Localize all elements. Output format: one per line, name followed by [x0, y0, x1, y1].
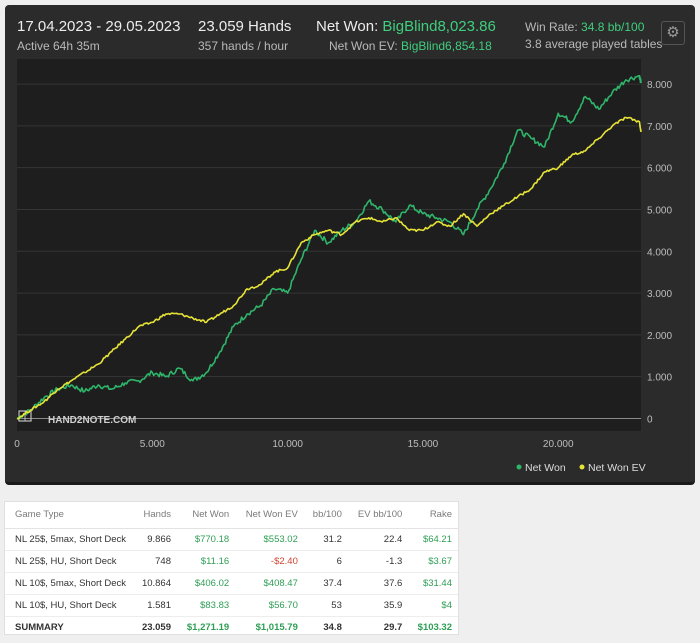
- column-header-hands[interactable]: Hands: [133, 502, 177, 529]
- table-row[interactable]: NL 10$, HU, Short Deck 1.581 $83.83 $56.…: [5, 594, 458, 617]
- win-rate: Win Rate: 34.8 bb/100: [525, 20, 644, 34]
- win-rate-value: 34.8 bb/100: [581, 20, 645, 34]
- cell-net-won: $1,271.19: [186, 621, 230, 633]
- x-tick-label: 5.000: [140, 439, 165, 450]
- graph-panel: 17.04.2023 - 29.05.2023 Active 64h 35m 2…: [5, 5, 695, 485]
- stats-table: Game Type Hands Net Won Net Won EV bb/10…: [5, 502, 458, 638]
- cell-rake: $64.21: [408, 528, 458, 551]
- table-row[interactable]: NL 10$, 5max, Short Deck 10.864 $406.02 …: [5, 572, 458, 595]
- column-header-game-type[interactable]: Game Type: [5, 502, 133, 529]
- y-tick-label: 0: [647, 414, 653, 425]
- table-row[interactable]: NL 25$, 5max, Short Deck 9.866 $770.18 $…: [5, 528, 458, 551]
- cell-net-won: $11.16: [177, 550, 236, 573]
- y-tick-label: 4.000: [647, 247, 672, 258]
- stats-table-panel: Game Type Hands Net Won Net Won EV bb/10…: [4, 501, 459, 635]
- net-won-value: BigBlind8,023.86: [382, 18, 496, 35]
- cell-net-won-ev: $56.70: [235, 594, 304, 617]
- net-won: Net Won: BigBlind8,023.86: [316, 18, 496, 35]
- cell-hands: 1.581: [133, 594, 177, 617]
- x-tick-label: 0: [14, 439, 20, 450]
- win-rate-label: Win Rate:: [525, 20, 582, 34]
- equity-chart: 0 1.000 2.000 3.000 4.000 5.000 6.000 7.000 8.00…: [14, 59, 672, 474]
- net-won-ev-label: Net Won EV:: [329, 39, 402, 53]
- cell-bb100: 53: [303, 594, 348, 617]
- net-won-ev-value: BigBlind6,854.18: [401, 39, 492, 53]
- cell-hands: 23.059: [141, 621, 171, 633]
- column-header-ev-bb100[interactable]: EV bb/100: [347, 502, 409, 529]
- avg-tables: 3.8 average played tables: [525, 37, 663, 51]
- y-axis: 0 1.000 2.000 3.000 4.000 5.000 6.000 7.000 8.00…: [647, 80, 672, 425]
- cell-ev-bb100: -1.3: [347, 550, 409, 573]
- cell-rake: $4: [408, 594, 458, 617]
- cell-game-type: NL 10$, HU, Short Deck: [5, 594, 133, 617]
- column-header-net-won[interactable]: Net Won: [177, 502, 236, 529]
- hands-rate: 357 hands / hour: [198, 39, 289, 53]
- cell-game-type: NL 25$, 5max, Short Deck: [5, 528, 133, 551]
- summary-row: SUMMARY 23.059 $1,271.19 $1,015.79 34.8 …: [5, 616, 458, 638]
- cell-net-won: $83.83: [177, 594, 236, 617]
- cell-rake: $31.44: [408, 572, 458, 595]
- table-header-row: Game Type Hands Net Won Net Won EV bb/10…: [5, 502, 458, 529]
- cell-ev-bb100: 29.7: [383, 621, 403, 633]
- cell-bb100: 34.8: [323, 621, 342, 633]
- legend-label-net-won-ev[interactable]: Net Won EV: [588, 462, 646, 474]
- cell-rake: $103.32: [417, 621, 452, 633]
- watermark-text: HAND2NOTE.COM: [48, 415, 136, 426]
- x-axis: 0 5.000 10.000 15.000 20.000: [14, 439, 574, 450]
- net-won-label: Net Won:: [316, 18, 383, 35]
- hands-total: 23.059 Hands: [198, 18, 292, 35]
- legend-label-net-won[interactable]: Net Won: [525, 462, 566, 474]
- y-tick-label: 1.000: [647, 373, 672, 384]
- y-tick-label: 2.000: [647, 331, 672, 342]
- cell-net-won: $406.02: [177, 572, 236, 595]
- cell-hands: 10.864: [133, 572, 177, 595]
- cell-bb100: 31.2: [303, 528, 348, 551]
- cell-ev-bb100: 22.4: [347, 528, 409, 551]
- cell-bb100: 6: [303, 550, 348, 573]
- cell-bb100: 37.4: [303, 572, 348, 595]
- column-header-rake[interactable]: Rake: [408, 502, 458, 529]
- column-header-bb100[interactable]: bb/100: [303, 502, 348, 529]
- column-header-net-won-ev[interactable]: Net Won EV: [235, 502, 304, 529]
- chart-grid: [17, 59, 641, 431]
- gear-icon[interactable]: ⚙: [661, 21, 685, 45]
- cell-net-won-ev: $408.47: [235, 572, 304, 595]
- cell-game-type: NL 10$, 5max, Short Deck: [5, 572, 133, 595]
- cell-net-won: $770.18: [177, 528, 236, 551]
- series-line-net-won-ev: [16, 116, 642, 420]
- series-layer: [16, 74, 642, 420]
- cell-rake: $3.67: [408, 550, 458, 573]
- cell-ev-bb100: 37.6: [347, 572, 409, 595]
- cell-game-type: SUMMARY: [15, 621, 64, 633]
- y-tick-label: 7.000: [647, 122, 672, 133]
- y-tick-label: 5.000: [647, 205, 672, 216]
- cell-game-type: NL 25$, HU, Short Deck: [5, 550, 133, 573]
- y-tick-label: 6.000: [647, 164, 672, 175]
- cell-ev-bb100: 35.9: [347, 594, 409, 617]
- x-tick-label: 15.000: [408, 439, 439, 450]
- y-tick-label: 8.000: [647, 80, 672, 91]
- cell-hands: 9.866: [133, 528, 177, 551]
- legend-dot-net-won: [516, 464, 522, 470]
- table-row[interactable]: NL 25$, HU, Short Deck 748 $11.16 -$2.40…: [5, 550, 458, 573]
- cell-net-won-ev: $553.02: [235, 528, 304, 551]
- cell-net-won-ev: $1,015.79: [255, 621, 298, 633]
- date-range[interactable]: 17.04.2023 - 29.05.2023: [17, 18, 181, 35]
- cell-net-won-ev: -$2.40: [235, 550, 304, 573]
- x-tick-label: 20.000: [543, 439, 574, 450]
- active-time: Active 64h 35m: [17, 39, 100, 53]
- series-line-net-won: [16, 74, 642, 420]
- net-won-ev: Net Won EV: BigBlind6,854.18: [329, 39, 492, 53]
- cell-hands: 748: [133, 550, 177, 573]
- x-tick-label: 10.000: [272, 439, 303, 450]
- y-tick-label: 3.000: [647, 289, 672, 300]
- plot-area: [17, 59, 641, 431]
- legend-dot-net-won-ev: [579, 464, 585, 470]
- legend[interactable]: Net Won Net Won EV: [516, 462, 646, 474]
